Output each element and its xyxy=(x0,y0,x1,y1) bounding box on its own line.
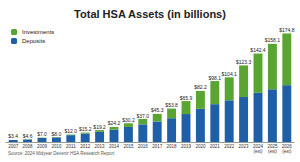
svg-text:2017: 2017 xyxy=(152,144,163,149)
svg-text:2020: 2020 xyxy=(195,144,206,149)
svg-text:(est): (est) xyxy=(254,149,264,154)
svg-text:2012: 2012 xyxy=(80,144,91,149)
svg-text:$3.4: $3.4 xyxy=(8,133,18,139)
svg-text:2015: 2015 xyxy=(123,144,134,149)
svg-text:$104.1: $104.1 xyxy=(222,71,238,77)
svg-text:2023: 2023 xyxy=(239,144,250,149)
svg-text:2021: 2021 xyxy=(210,144,221,149)
svg-text:$65.9: $65.9 xyxy=(180,95,193,101)
svg-text:2011: 2011 xyxy=(66,144,76,149)
svg-text:$123.3: $123.3 xyxy=(236,59,252,65)
svg-text:$12.0: $12.0 xyxy=(65,128,78,134)
svg-text:2009: 2009 xyxy=(37,144,48,149)
svg-text:$19.2: $19.2 xyxy=(93,124,106,130)
svg-text:2022: 2022 xyxy=(224,144,235,149)
svg-text:Investments: Investments xyxy=(22,29,54,35)
svg-text:$8.0: $8.0 xyxy=(52,131,62,137)
svg-text:2026: 2026 xyxy=(281,144,292,149)
svg-text:(est): (est) xyxy=(282,149,292,154)
svg-text:(est): (est) xyxy=(268,149,278,154)
svg-text:$4.6: $4.6 xyxy=(23,133,33,139)
svg-text:$53.8: $53.8 xyxy=(165,102,178,108)
svg-text:Total HSA Assets (in billions): Total HSA Assets (in billions) xyxy=(74,8,226,20)
svg-text:2010: 2010 xyxy=(51,144,62,149)
svg-text:$30.2: $30.2 xyxy=(122,117,135,123)
svg-text:$158.1: $158.1 xyxy=(265,37,281,43)
svg-text:$98.1: $98.1 xyxy=(209,75,222,81)
svg-text:2024: 2024 xyxy=(253,144,263,149)
svg-text:$24.2: $24.2 xyxy=(108,120,121,126)
svg-text:2016: 2016 xyxy=(138,144,149,149)
svg-text:2019: 2019 xyxy=(181,144,192,149)
svg-text:2025: 2025 xyxy=(267,144,278,149)
svg-text:Deposits: Deposits xyxy=(22,38,45,44)
svg-text:2007: 2007 xyxy=(8,144,19,149)
svg-text:Source: 2024 Midyear Devenir H: Source: 2024 Midyear Devenir HSA Researc… xyxy=(8,151,115,156)
svg-text:2008: 2008 xyxy=(23,144,34,149)
svg-text:$37.0: $37.0 xyxy=(137,113,150,119)
svg-text:2014: 2014 xyxy=(109,144,120,149)
svg-text:$82.2: $82.2 xyxy=(194,84,207,90)
svg-text:$174.8: $174.8 xyxy=(279,27,295,33)
svg-text:$45.3: $45.3 xyxy=(151,107,164,113)
svg-text:2013: 2013 xyxy=(95,144,106,149)
svg-text:$142.4: $142.4 xyxy=(250,47,266,53)
svg-text:2018: 2018 xyxy=(167,144,178,149)
svg-text:$7.0: $7.0 xyxy=(37,131,47,137)
svg-text:$15.2: $15.2 xyxy=(79,126,92,132)
